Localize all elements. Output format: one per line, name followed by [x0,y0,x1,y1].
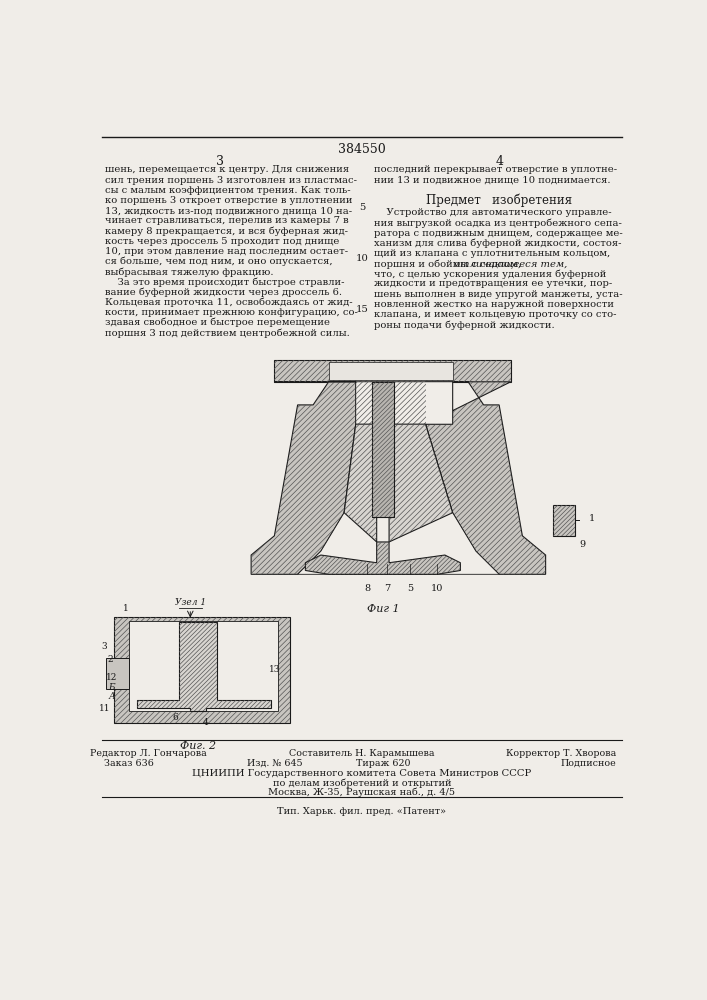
Polygon shape [137,622,271,711]
Text: сил трения поршень 3 изготовлен из пластмас-: сил трения поршень 3 изготовлен из пласт… [105,176,358,185]
Text: 1: 1 [589,514,595,523]
Polygon shape [356,382,426,424]
Text: последний перекрывает отверстие в уплотне-: последний перекрывает отверстие в уплотн… [373,165,617,174]
Text: шень выполнен в виде упругой манжеты, уста-: шень выполнен в виде упругой манжеты, ус… [373,290,622,299]
Text: роны подачи буферной жидкости.: роны подачи буферной жидкости. [373,320,554,330]
Text: поршня 3 под действием центробежной силы.: поршня 3 под действием центробежной силы… [105,328,350,338]
Text: жидкости и предотвращения ее утечки, пор-: жидкости и предотвращения ее утечки, пор… [373,279,612,288]
Polygon shape [129,620,279,711]
Text: 1: 1 [123,604,129,613]
Text: 10: 10 [431,584,443,593]
Text: Фиг 1: Фиг 1 [366,604,399,614]
Text: 7: 7 [384,584,390,593]
Text: 15: 15 [356,305,368,314]
Text: новленной жестко на наружной поверхности: новленной жестко на наружной поверхности [373,300,614,309]
Text: 4: 4 [495,155,503,168]
Text: Москва, Ж-35, Раушская наб., д. 4/5: Москва, Ж-35, Раушская наб., д. 4/5 [269,788,455,797]
Text: Узел 1: Узел 1 [175,598,206,607]
Text: 12: 12 [106,673,117,682]
Text: выбрасывая тяжелую фракцию.: выбрасывая тяжелую фракцию. [105,267,274,277]
Text: шень, перемещается к центру. Для снижения: шень, перемещается к центру. Для снижени… [105,165,349,174]
Text: отличающееся тем,: отличающееся тем, [454,259,568,268]
Text: Фиг. 2: Фиг. 2 [180,741,216,751]
Text: ся больше, чем под ним, и оно опускается,: ся больше, чем под ним, и оно опускается… [105,257,333,266]
Text: 5: 5 [407,584,413,593]
Polygon shape [274,360,510,382]
Polygon shape [114,617,290,723]
Polygon shape [344,424,377,542]
Text: 4: 4 [203,718,209,727]
Text: по делам изобретений и открытий: по делам изобретений и открытий [273,778,451,788]
Polygon shape [554,505,575,536]
Polygon shape [389,424,452,542]
Text: 10: 10 [356,254,368,263]
Text: щий из клапана с уплотнительным кольцом,: щий из клапана с уплотнительным кольцом, [373,249,610,258]
Text: Редактор Л. Гончарова: Редактор Л. Гончарова [90,749,207,758]
Text: Предмет   изобретения: Предмет изобретения [426,193,572,207]
Polygon shape [426,382,546,574]
Text: камеру 8 прекращается, и вся буферная жид-: камеру 8 прекращается, и вся буферная жи… [105,226,349,236]
Text: ханизм для слива буферной жидкости, состоя-: ханизм для слива буферной жидкости, сост… [373,239,621,248]
Text: чинает стравливаться, перелив из камеры 7 в: чинает стравливаться, перелив из камеры … [105,216,349,225]
Polygon shape [106,658,129,689]
Text: нии 13 и подвижное днище 10 поднимается.: нии 13 и подвижное днище 10 поднимается. [373,176,610,185]
Text: Подписное: Подписное [561,759,616,768]
Polygon shape [329,362,452,380]
Text: А: А [108,692,115,701]
Text: Заказ 636: Заказ 636 [104,759,153,768]
Text: Изд. № 645: Изд. № 645 [247,759,302,768]
Text: клапана, и имеет кольцевую проточку со сто-: клапана, и имеет кольцевую проточку со с… [373,310,616,319]
Text: Кольцевая проточка 11, освобождаясь от жид-: Кольцевая проточка 11, освобождаясь от ж… [105,298,353,307]
Text: кости, принимает прежнюю конфигурацию, со-: кости, принимает прежнюю конфигурацию, с… [105,308,358,317]
Text: сы с малым коэффициентом трения. Как толь-: сы с малым коэффициентом трения. Как тол… [105,186,351,195]
Text: ратора с подвижным днищем, содержащее ме-: ратора с подвижным днищем, содержащее ме… [373,229,622,238]
Text: ния выгрузкой осадка из центробежного сепа-: ния выгрузкой осадка из центробежного се… [373,218,621,228]
Polygon shape [251,382,356,574]
Text: 8: 8 [364,584,370,593]
Text: Составитель Н. Карамышева: Составитель Н. Карамышева [289,749,435,758]
Text: Б: Б [108,683,115,692]
Text: 9: 9 [580,540,586,549]
Text: 2: 2 [107,655,113,664]
Text: 3: 3 [102,642,107,651]
Text: За это время происходит быстрое стравли-: За это время происходит быстрое стравли- [105,277,345,287]
Text: 5: 5 [358,203,365,212]
Text: 384550: 384550 [338,143,386,156]
Polygon shape [372,382,394,517]
Text: кость через дроссель 5 проходит под днище: кость через дроссель 5 проходит под днищ… [105,237,340,246]
Text: Тип. Харьк. фил. пред. «Патент»: Тип. Харьк. фил. пред. «Патент» [277,807,446,816]
Text: что, с целью ускорения удаления буферной: что, с целью ускорения удаления буферной [373,269,606,279]
Text: 13: 13 [269,665,280,674]
Text: здавая свободное и быстрое перемещение: здавая свободное и быстрое перемещение [105,318,330,327]
Polygon shape [298,382,499,574]
Polygon shape [305,542,460,574]
Text: вание буферной жидкости через дроссель 6.: вание буферной жидкости через дроссель 6… [105,287,342,297]
Bar [372,382,394,517]
Text: ко поршень 3 откроет отверстие в уплотнении: ко поршень 3 откроет отверстие в уплотне… [105,196,353,205]
Text: 13, жидкость из-под подвижного днища 10 на-: 13, жидкость из-под подвижного днища 10 … [105,206,353,215]
Text: Устройство для автоматического управле-: Устройство для автоматического управле- [373,208,611,217]
Text: ЦНИИПИ Государственного комитета Совета Министров СССР: ЦНИИПИ Государственного комитета Совета … [192,769,532,778]
Text: Корректор Т. Хворова: Корректор Т. Хворова [506,749,617,758]
Text: 11: 11 [99,704,110,713]
Text: 3: 3 [216,155,224,168]
Text: поршня и обоймы с седлом,: поршня и обоймы с седлом, [373,259,524,269]
Text: Тираж 620: Тираж 620 [356,759,410,768]
Text: 10, при этом давление над последним остает-: 10, при этом давление над последним оста… [105,247,349,256]
Text: 6: 6 [172,713,177,722]
